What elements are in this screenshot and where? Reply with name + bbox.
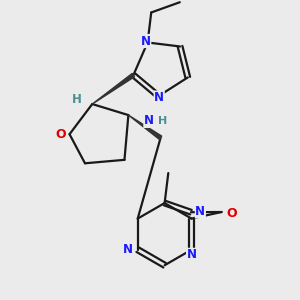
Text: N: N <box>154 91 164 104</box>
Polygon shape <box>128 115 162 140</box>
Polygon shape <box>92 74 135 104</box>
Text: H: H <box>72 93 82 106</box>
Text: N: N <box>141 34 151 47</box>
Text: H: H <box>72 93 82 106</box>
Text: N: N <box>195 205 206 218</box>
Text: H: H <box>158 116 167 126</box>
Text: O: O <box>226 207 237 220</box>
Text: O: O <box>55 128 66 141</box>
Text: N: N <box>123 243 133 256</box>
Text: N: N <box>187 248 196 261</box>
Text: N: N <box>144 114 154 128</box>
